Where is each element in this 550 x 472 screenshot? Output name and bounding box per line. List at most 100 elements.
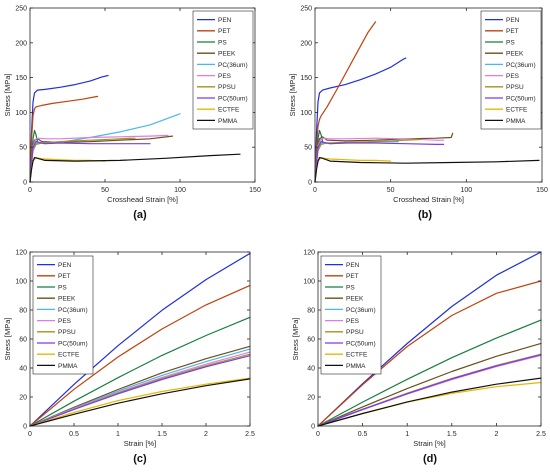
x-tick-label: 0 — [316, 431, 320, 438]
series-line-pet — [314, 21, 377, 183]
series-line-pmma — [29, 153, 241, 183]
axes-frame — [29, 7, 256, 183]
legend-label: PS — [58, 284, 67, 291]
y-axis-label: Stress [MPa] — [3, 318, 12, 361]
x-tick-label: 150 — [249, 187, 261, 194]
x-tick-label: 1 — [116, 431, 120, 438]
series-line-peek — [29, 345, 251, 427]
series-line-pet — [29, 284, 251, 427]
series-line-pen — [29, 252, 251, 427]
series-line-pen — [317, 251, 542, 427]
x-tick-label: 0.5 — [69, 431, 79, 438]
legend-label: ECTFE — [58, 352, 80, 359]
series-group — [29, 74, 241, 183]
x-tick-label: 0 — [28, 431, 32, 438]
x-tick-label: 2.5 — [245, 431, 255, 438]
legend-label: PEEK — [58, 296, 76, 303]
series-line-ps — [29, 316, 251, 427]
legend-label: PEN — [58, 262, 72, 269]
y-tick-label: 100 — [15, 110, 27, 117]
series-line-pmma — [317, 377, 542, 427]
y-tick-label: 80 — [19, 308, 27, 315]
legend-label: PEEK — [506, 51, 524, 58]
x-tick-label: 2.5 — [536, 431, 546, 438]
legend-label: PS — [218, 39, 227, 46]
panel-c: 0 0.5 1 1.5 2 2.5 0 20 40 60 80 100 120 Strain [%] Str… — [3, 250, 255, 466]
y-tick-label: 40 — [19, 366, 27, 373]
panel-b: 0 50 100 150 0 50 100 150 200 250 Crosshead Strain… — [288, 6, 548, 222]
legend-label: PPSU — [218, 84, 236, 91]
y-tick-label: 20 — [19, 395, 27, 402]
series-group — [314, 21, 540, 183]
legend-label: ECTFE — [218, 107, 240, 114]
series-group — [29, 252, 251, 427]
y-tick-label: 150 — [15, 75, 27, 82]
y-axis-label: Stress [MPa] — [3, 74, 12, 117]
series-line-pmma — [314, 157, 540, 183]
y-tick-label: 50 — [304, 145, 312, 152]
x-tick-label: 50 — [387, 187, 395, 194]
y-tick-label: 0 — [23, 180, 27, 187]
x-tick-label: 0.5 — [358, 431, 368, 438]
series-line-pmma — [29, 378, 251, 427]
series-line-pc-50um- — [314, 141, 445, 183]
legend-label: PET — [346, 273, 359, 280]
panel-label: (a) — [133, 209, 147, 221]
legend-label: PEN — [218, 17, 232, 24]
series-line-pen — [314, 57, 407, 183]
panel-label: (d) — [423, 453, 437, 465]
x-tick-label: 2 — [494, 431, 498, 438]
legend-label: PC(36um) — [218, 62, 248, 69]
x-tick-label: 1.5 — [447, 431, 457, 438]
x-tick-label: 150 — [536, 187, 548, 194]
legend-label: PC(50um) — [58, 340, 88, 347]
panel-label: (c) — [133, 453, 147, 465]
legend-label: PEN — [346, 262, 360, 269]
x-tick-label: 0 — [313, 187, 317, 194]
legend-label: PEEK — [346, 296, 364, 303]
y-tick-label: 250 — [300, 6, 312, 13]
y-axis-label: Stress [MPa] — [288, 74, 297, 117]
y-tick-label: 20 — [307, 395, 315, 402]
legend-label: PMMA — [506, 118, 526, 125]
y-tick-label: 150 — [300, 75, 312, 82]
legend-label: PET — [506, 28, 519, 35]
panel-d: 0 0.5 1 1.5 2 2.5 0 20 40 60 80 100 120 Strain [%] Str… — [291, 250, 546, 466]
y-tick-label: 0 — [311, 424, 315, 431]
y-tick-label: 0 — [308, 180, 312, 187]
x-tick-label: 2 — [204, 431, 208, 438]
y-tick-label: 50 — [19, 145, 27, 152]
y-tick-label: 120 — [303, 250, 315, 257]
legend-label: PPSU — [346, 329, 364, 336]
series-line-pet — [29, 95, 99, 183]
y-tick-label: 40 — [307, 366, 315, 373]
legend-label: PPSU — [58, 329, 76, 336]
y-tick-label: 100 — [300, 110, 312, 117]
y-tick-label: 100 — [303, 279, 315, 286]
y-tick-label: 60 — [19, 337, 27, 344]
y-tick-label: 80 — [307, 308, 315, 315]
x-tick-label: 0 — [28, 187, 32, 194]
legend-label: PS — [506, 39, 515, 46]
legend: PEN PET PS PEEK PC(36um) PES PPSU PC(50um) ECTFE… — [192, 10, 254, 130]
y-tick-label: 60 — [307, 337, 315, 344]
series-line-peek — [317, 342, 542, 427]
legend-label: PEN — [506, 17, 520, 24]
series-line-pc-50um- — [29, 141, 151, 183]
series-line-pet — [317, 280, 542, 427]
legend-label: PET — [58, 273, 71, 280]
panel-a: 0 50 100 150 0 50 100 150 200 250 Crosshead Strain… — [3, 6, 261, 222]
legend-label: PS — [346, 284, 355, 291]
y-axis-label: Stress [MPa] — [291, 318, 300, 361]
legend: PEN PET PS PEEK PC(36um) PES PPSU PC(50um) ECTFE… — [320, 255, 382, 375]
x-tick-label: 1.5 — [157, 431, 167, 438]
x-tick-label: 100 — [460, 187, 472, 194]
legend-label: PEEK — [218, 51, 236, 58]
legend-label: PET — [218, 28, 231, 35]
panel-label: (b) — [418, 209, 432, 221]
y-tick-label: 250 — [15, 6, 27, 13]
series-group — [317, 251, 542, 427]
legend-label: PC(36um) — [58, 307, 88, 314]
y-tick-label: 0 — [23, 424, 27, 431]
